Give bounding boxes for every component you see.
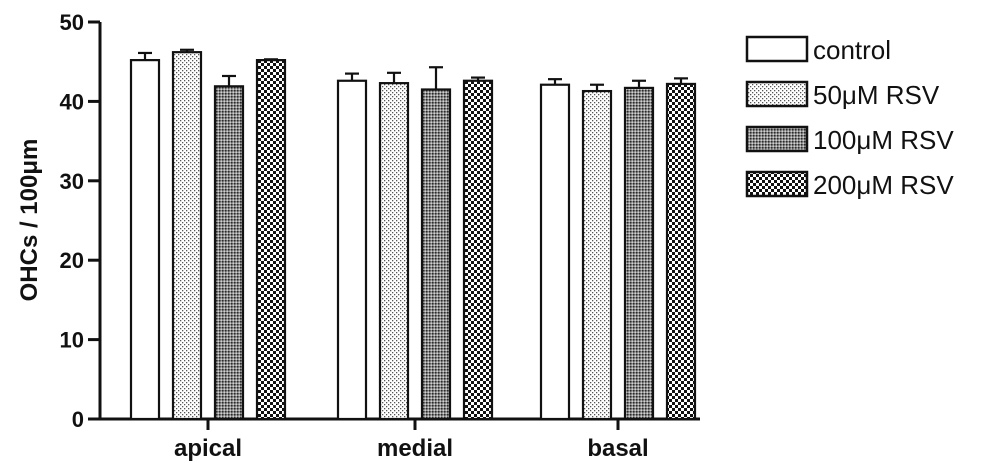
bar [171,51,203,421]
x-ticks: apical medial basal [174,419,649,462]
bar [420,88,452,421]
error-bars [138,48,688,92]
y-tick-label: 40 [60,89,84,114]
y-tick-label: 20 [60,248,84,273]
y-tick-label: 10 [60,328,84,353]
category-label: apical [174,435,242,462]
bar [581,89,613,421]
y-tick-label: 50 [60,10,84,35]
bar [665,82,697,421]
y-ticks: 0 10 20 30 40 50 [60,10,100,432]
bar [623,86,655,421]
bar [378,82,410,421]
bar [213,85,245,421]
y-axis-title: OHCs / 100μm [16,139,43,302]
bar [539,83,571,421]
y-tick-label: 30 [60,169,84,194]
bar [129,59,161,421]
legend-swatch [745,35,809,63]
legend: control 50μM RSV 100μM RSV 200μM RSV [745,35,954,200]
legend-label: control [813,35,891,65]
legend-label: 50μM RSV [813,80,940,110]
bar [462,79,494,421]
bar [255,59,287,421]
legend-label: 100μM RSV [813,125,954,155]
category-label: basal [587,435,648,462]
bar [336,79,368,421]
legend-label: 200μM RSV [813,170,954,200]
legend-swatch [745,80,809,108]
y-tick-label: 0 [72,407,84,432]
legend-swatch [745,170,809,198]
category-label: medial [377,435,453,462]
bars [129,51,697,421]
legend-swatch [745,125,809,153]
